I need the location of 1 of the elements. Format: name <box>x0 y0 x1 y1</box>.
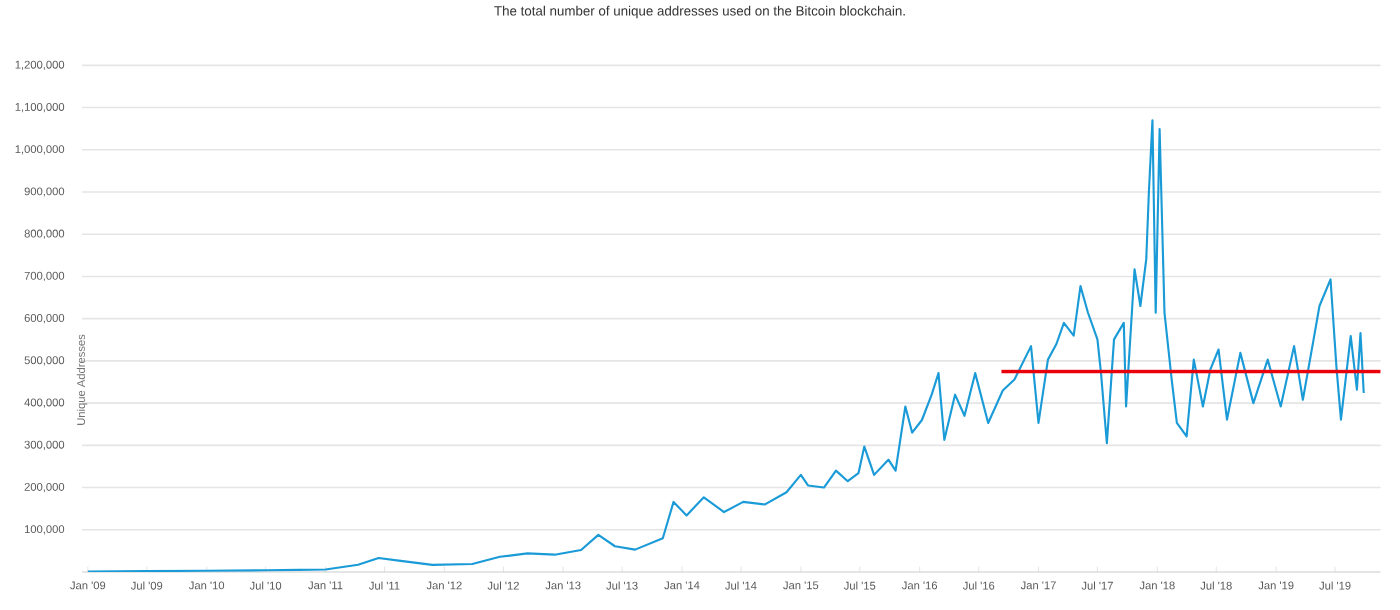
line-series <box>86 119 1365 572</box>
